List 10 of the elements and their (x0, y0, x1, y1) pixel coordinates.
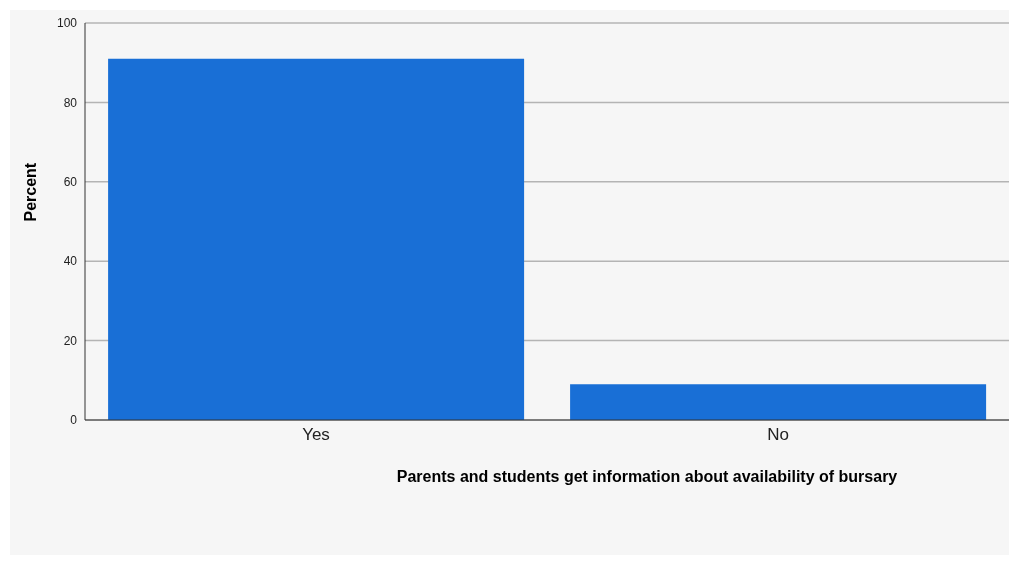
y-tick-label: 60 (63, 175, 78, 190)
x-tick-label: Yes (302, 425, 330, 445)
y-tick-label: 80 (63, 95, 78, 110)
y-tick-label: 40 (63, 254, 78, 269)
y-tick-label: 20 (63, 333, 78, 348)
y-tick-label: 100 (56, 16, 78, 31)
y-axis-title: Percent (21, 162, 39, 222)
x-tick-label: No (767, 425, 789, 445)
x-axis-title: Parents and students get information about availability of bursary (396, 468, 898, 485)
y-tick-label: 0 (70, 413, 78, 428)
